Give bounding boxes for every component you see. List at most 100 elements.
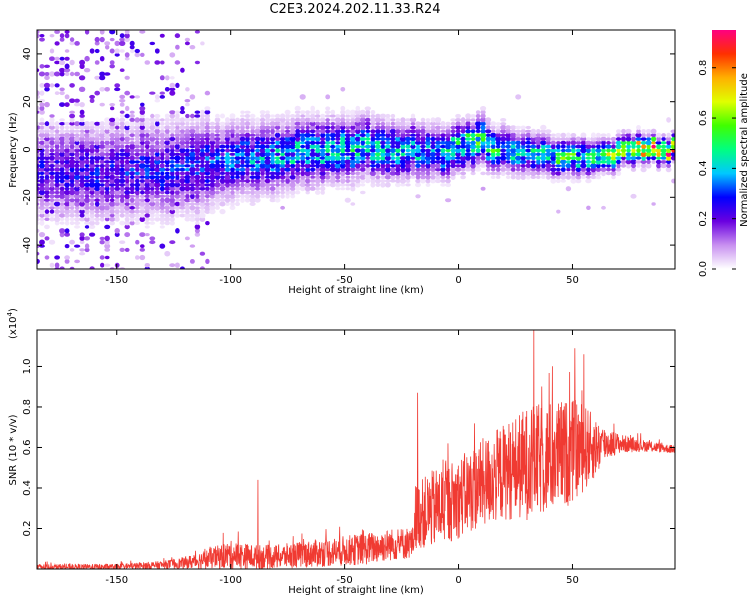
spectrogram-cell [389, 171, 397, 176]
spectrogram-cell [249, 143, 256, 150]
spectrogram-cell [344, 140, 351, 146]
spectrogram-cell [59, 183, 65, 187]
spectrogram-cell [315, 117, 321, 123]
spectrogram-cell [289, 156, 296, 161]
spectrogram-cell [139, 209, 146, 214]
spectrogram-cell [520, 155, 526, 161]
spectrogram-cell [274, 113, 281, 119]
spectrogram-cell [360, 117, 366, 123]
spectrogram-cell [485, 167, 491, 172]
spectrogram-cell [300, 170, 306, 177]
spectrogram-cell [64, 144, 70, 149]
spectrogram-cell [551, 171, 556, 176]
spectrogram-cell [575, 163, 582, 168]
spectrogram-cell [49, 160, 55, 164]
spectrogram-cell [129, 45, 135, 50]
spectrogram-cell [324, 110, 331, 115]
spectrogram-cell [374, 178, 381, 184]
spectrogram-cell [69, 248, 75, 252]
spectrogram-cell [225, 132, 230, 138]
spectrogram-cell [274, 156, 281, 160]
snr-frame [36, 329, 676, 570]
spectrogram-cell [454, 167, 462, 172]
spectrogram-cell [315, 187, 321, 191]
spectrogram-cell [54, 148, 60, 153]
spectrogram-cell [79, 252, 86, 256]
spectrogram-cell [139, 194, 145, 198]
spectrogram-cell [74, 225, 81, 229]
spectrogram-cell [269, 179, 276, 183]
spectrogram-cell [420, 121, 426, 126]
spectrogram-cell [84, 121, 90, 127]
spectrogram-cell [134, 156, 141, 160]
spectrogram-cell [74, 140, 80, 146]
spectrogram-cell [259, 148, 266, 153]
spectrogram-cell [239, 190, 246, 195]
spectrogram-cell [69, 178, 75, 184]
spectrogram-cell [54, 174, 60, 180]
spectrogram-cell [590, 163, 597, 169]
spectrogram-cell [545, 163, 552, 169]
spectrogram-cell [365, 159, 371, 164]
spectrogram-cell [490, 159, 496, 165]
spectrogram-cell [174, 167, 181, 172]
spectrogram-cell [225, 182, 230, 188]
spectrogram-cell [119, 68, 125, 72]
spectrogram-cell [290, 171, 295, 176]
spectrogram-cell [340, 125, 346, 130]
snr-panel: -150 -100 -50 0 50 0.20.40.60.81.0 Height of… [6, 308, 676, 596]
spectrogram-cell [64, 201, 71, 207]
spectrogram-cell [37, 156, 40, 161]
spectrogram-cell [294, 140, 301, 146]
spectrogram-cell [325, 121, 331, 127]
spectrogram-cell [249, 202, 256, 206]
spectrogram-cell [254, 155, 261, 161]
spectrogram-cell [104, 205, 111, 211]
spectrogram-cell [480, 124, 486, 131]
spectrogram-cell [560, 159, 567, 165]
spectrogram-cell [450, 170, 457, 177]
spectrogram-cell [359, 160, 366, 164]
spectrogram-cell [64, 182, 70, 188]
spectrogram-x-label: Height of straight line (km) [288, 285, 424, 296]
spectrogram-cell [214, 152, 221, 157]
colorbar-tick-label: 0.0 [698, 261, 709, 277]
spectrogram-cell [455, 171, 461, 176]
spectrogram-cell [354, 136, 361, 142]
spectrogram-cell [355, 133, 361, 137]
spectrogram-cell [359, 109, 366, 115]
spectrogram-cell [49, 48, 55, 54]
spectrogram-cell [510, 132, 517, 138]
spectrogram-cell [94, 201, 100, 207]
spectrogram-cell [445, 121, 451, 126]
spectrogram-cell [240, 159, 245, 165]
spectrogram-cell [104, 224, 111, 230]
spectrogram-cell [84, 147, 90, 154]
spectrogram-cell [344, 159, 351, 165]
spectrogram-cell [310, 171, 316, 176]
spectrogram-cell [99, 102, 105, 107]
spectrogram-cell [179, 210, 186, 214]
spectrogram-cell [615, 170, 622, 176]
spectrogram-cell [365, 125, 371, 130]
spectrogram-cell [565, 148, 572, 153]
spectrogram-cell [375, 148, 381, 153]
spectrogram-cell [665, 167, 672, 173]
spectrogram-cell [625, 155, 632, 161]
spectrogram-cell [651, 136, 657, 142]
spectrogram-cell [440, 136, 446, 142]
spectrogram-cell [560, 156, 567, 161]
spectrogram-cell [365, 178, 371, 184]
spectrogram-cell [420, 152, 426, 157]
spectrogram-cell [190, 164, 195, 168]
spectrogram-cell [429, 128, 437, 134]
spectrogram-cell [319, 156, 326, 160]
spectrogram-cell [560, 137, 567, 141]
spectrogram-cell [345, 125, 351, 130]
spectrogram-cell [174, 121, 180, 127]
spectrogram-cell [254, 144, 261, 149]
spectrogram-cell [314, 175, 321, 179]
spectrogram-cell [250, 167, 256, 172]
spectrogram-cell [384, 179, 391, 183]
spectrogram-cell [264, 132, 271, 138]
